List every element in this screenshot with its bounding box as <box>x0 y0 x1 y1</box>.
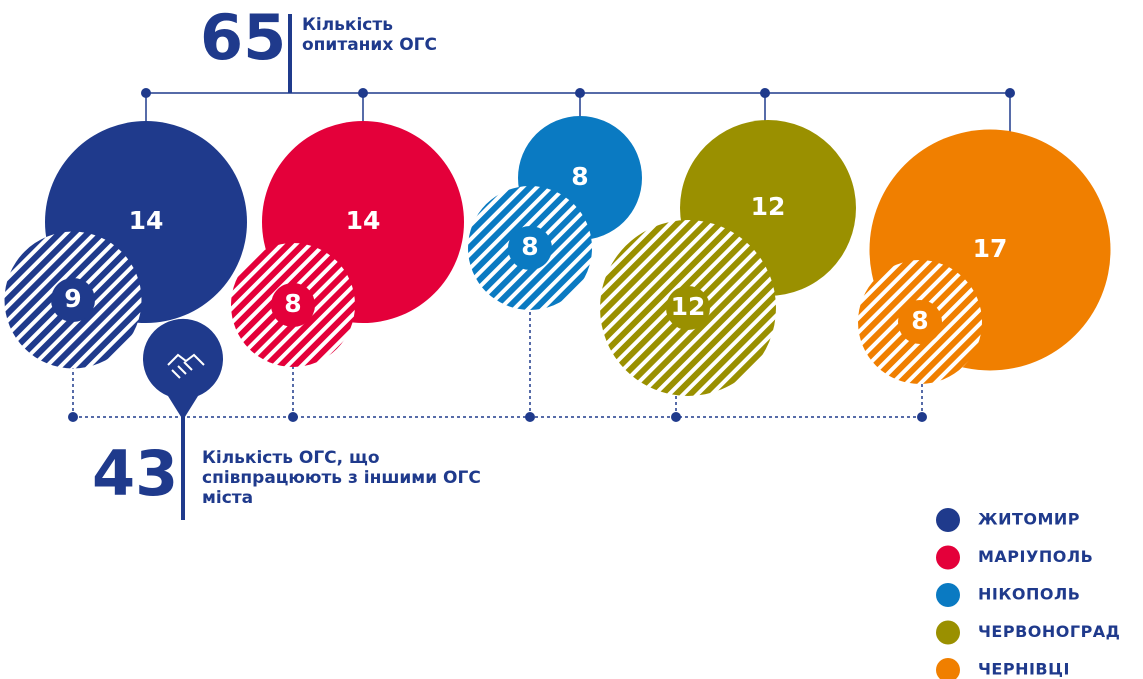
top-dot <box>141 88 151 98</box>
legend-swatch <box>936 545 960 570</box>
legend-label: ЖИТОМИР <box>978 510 1080 529</box>
cooperating-label: 12 <box>671 292 706 321</box>
total-value: 65 <box>200 1 286 74</box>
bottom-dot <box>525 412 535 422</box>
legend-label: ЧЕРВОНОГРАД <box>978 622 1120 641</box>
bottom-dot <box>671 412 681 422</box>
cooperating-badge <box>508 226 552 270</box>
top-dot <box>358 88 368 98</box>
surveyed-label: 14 <box>129 206 164 235</box>
cooperating-label: 8 <box>521 232 538 261</box>
handshake-icon <box>167 353 205 379</box>
surveyed-label: 17 <box>973 234 1008 263</box>
cooperating-badge <box>898 300 942 344</box>
top-dot <box>760 88 770 98</box>
legend-label: НІКОПОЛЬ <box>978 585 1081 604</box>
coop-value: 43 <box>92 437 178 510</box>
bubbles: 14 9 14 8 8 8 12 12 17 8 <box>4 116 1111 396</box>
surveyed-label: 8 <box>571 162 588 191</box>
legend: ЖИТОМИР МАРІУПОЛЬ НІКОПОЛЬ ЧЕРВОНОГРАД ЧЕРНІ… <box>936 508 1120 679</box>
bottom-dot <box>288 412 298 422</box>
cooperating-label: 9 <box>64 284 81 313</box>
legend-label: ЧЕРНІВЦІ <box>978 660 1070 679</box>
total-caption: Кількість опитаних ОГС <box>302 15 437 55</box>
surveyed-label: 14 <box>346 206 381 235</box>
legend-swatch <box>936 620 960 645</box>
cooperating-badge <box>271 283 315 327</box>
legend-swatch <box>936 658 960 679</box>
cooperating-label: 8 <box>284 289 301 318</box>
legend-swatch <box>936 508 960 532</box>
handshake-pin <box>143 318 224 420</box>
cooperating-badge <box>666 286 710 330</box>
surveyed-label: 12 <box>751 192 786 221</box>
bottom-dot <box>68 412 78 422</box>
top-dot <box>1005 88 1015 98</box>
cooperating-badge <box>51 278 95 322</box>
bottom-dot <box>917 412 927 422</box>
legend-swatch <box>936 583 960 607</box>
top-dot <box>575 88 585 98</box>
pin <box>143 318 224 420</box>
coop-caption: Кількість ОГС, що співпрацюють з іншими О… <box>202 448 481 508</box>
legend-label: МАРІУПОЛЬ <box>978 547 1093 566</box>
cooperating-label: 8 <box>911 306 928 335</box>
